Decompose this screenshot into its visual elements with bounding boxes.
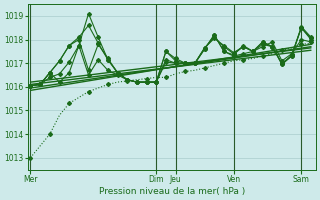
X-axis label: Pression niveau de la mer( hPa ): Pression niveau de la mer( hPa ) xyxy=(99,187,245,196)
